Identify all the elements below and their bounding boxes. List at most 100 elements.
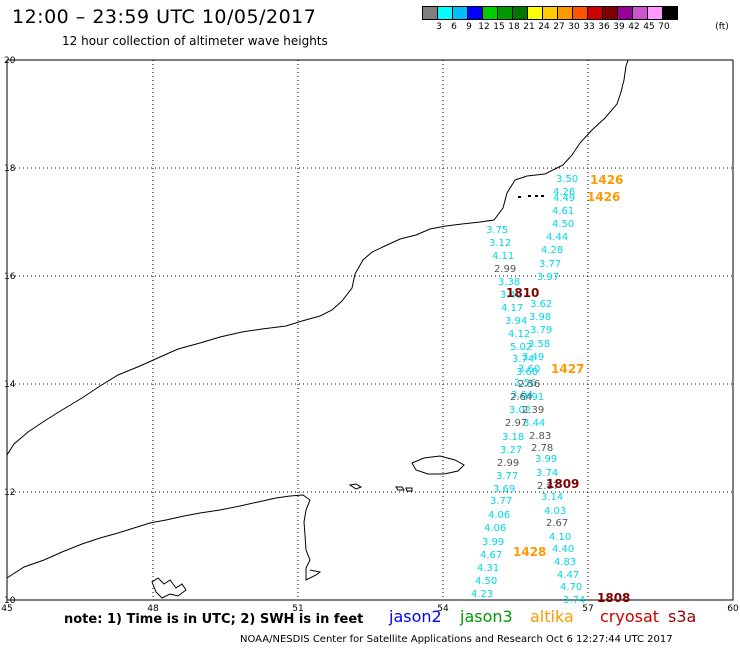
- wave-height-label: 3.60: [518, 364, 540, 375]
- wave-height-label: 5.02: [510, 342, 532, 353]
- wave-height-label: 2.67: [546, 518, 568, 529]
- graticule: [7, 60, 733, 600]
- wave-height-label: 4.50: [552, 219, 574, 230]
- wave-height-label: 3.50: [556, 174, 578, 185]
- wave-height-label: 3.74: [536, 468, 558, 479]
- wave-height-label: 3.44: [523, 418, 545, 429]
- wave-height-label: 3.27: [500, 445, 522, 456]
- wave-height-label: 3.75: [486, 225, 508, 236]
- wave-height-label: 4.44: [546, 232, 568, 243]
- island-2: [395, 486, 405, 491]
- wave-height-label: 4.83: [554, 557, 576, 568]
- legend-label: 36: [598, 22, 610, 32]
- wave-height-label: 2.99: [494, 264, 516, 275]
- wave-height-label: 3.79: [530, 325, 552, 336]
- legend-label: 24: [538, 22, 550, 32]
- wave-height-label: 2.39: [522, 405, 544, 416]
- wave-height-label: 4.50: [475, 576, 497, 587]
- wave-height-label: 3.18: [502, 432, 524, 443]
- wave-height-label: 3.77: [490, 496, 512, 507]
- wave-height-label: 4.10: [549, 532, 571, 543]
- wave-height-label: 4.67: [480, 550, 502, 561]
- y-tick-label: 14: [4, 380, 16, 390]
- legend-label: 9: [466, 22, 472, 32]
- wave-height-label: 2.78: [531, 443, 553, 454]
- wave-height-label: 4.17: [501, 303, 523, 314]
- legend-label: 6: [451, 22, 457, 32]
- wave-height-label: 4.70: [560, 582, 582, 593]
- legend-label: 15: [493, 22, 505, 32]
- wave-height-label: 2.97: [505, 418, 527, 429]
- wave-height-label: 3.12: [489, 238, 511, 249]
- island-1: [348, 483, 363, 490]
- pass-time-label: 1808: [597, 591, 630, 605]
- pass-time-label: 1426: [587, 190, 620, 204]
- satellite-label-jason2: jason2: [389, 607, 442, 626]
- wave-height-label: 2.56: [518, 379, 540, 390]
- wave-height-label: 4.03: [544, 506, 566, 517]
- wave-height-label: 3.74: [563, 595, 585, 606]
- wave-height-label: 3.94: [505, 316, 527, 327]
- pass-time-label: 1810: [506, 286, 539, 300]
- wave-height-label: 4.06: [488, 510, 510, 521]
- legend-label: 21: [523, 22, 535, 32]
- wave-height-label: 3.69: [493, 484, 515, 495]
- wave-height-label: 4.26: [553, 187, 575, 198]
- coastline-somalia: [6, 494, 322, 581]
- pass-time-label: 1427: [551, 362, 584, 376]
- legend-label: 18: [508, 22, 520, 32]
- satellite-label-s3a: s3a: [668, 607, 697, 626]
- small-islets: [518, 195, 544, 198]
- x-tick-label: 57: [582, 604, 593, 614]
- island-3: [405, 487, 413, 492]
- wave-height-label: 3.60: [516, 367, 538, 378]
- wave-height-label: 4.12: [508, 329, 530, 340]
- legend-label: 3: [436, 22, 442, 32]
- wave-height-label: 3.02: [509, 405, 531, 416]
- x-tick-label: 45: [1, 604, 12, 614]
- y-tick-label: 16: [4, 272, 16, 282]
- satellite-label-jason3: jason3: [460, 607, 513, 626]
- legend-label: 27: [553, 22, 565, 32]
- y-tick-label: 20: [4, 56, 16, 66]
- wave-height-label: 2.99: [497, 458, 519, 469]
- legend-label: 45: [643, 22, 655, 32]
- legend-label: 42: [628, 22, 640, 32]
- wave-height-label: 3.38: [498, 277, 520, 288]
- wave-height-label: 4.11: [492, 251, 514, 262]
- wave-height-label: 3.62: [530, 299, 552, 310]
- wave-height-label: 3.77: [496, 471, 518, 482]
- y-tick-label: 18: [4, 164, 16, 174]
- wave-height-label: 3.64: [511, 390, 533, 401]
- pass-time-label: 1426: [590, 173, 623, 187]
- wave-height-label: 2.83: [529, 431, 551, 442]
- wave-height-label: 3.14: [541, 492, 563, 503]
- footer-credit: NOAA/NESDIS Center for Satellite Applica…: [240, 634, 673, 645]
- socotra-island: [411, 455, 465, 475]
- pass-time-label: 1809: [546, 477, 579, 491]
- x-tick-label: 54: [437, 604, 449, 614]
- legend-swatch: [662, 6, 678, 20]
- y-tick-label: 10: [4, 596, 16, 606]
- wave-height-label: 3.99: [482, 537, 504, 548]
- wave-height-label: 4.28: [541, 245, 563, 256]
- x-tick-label: 60: [727, 604, 739, 614]
- wave-height-label: 2.87: [537, 481, 559, 492]
- rigid-coast-marks: [151, 577, 187, 599]
- wave-height-label: 3.46: [500, 290, 522, 301]
- wave-height-label: 4.06: [484, 523, 506, 534]
- note-text: note: 1) Time is in UTC; 2) SWH is in fe…: [64, 612, 364, 627]
- wave-height-label: 4.61: [552, 206, 574, 217]
- wave-height-label: 3.91: [522, 392, 544, 403]
- x-tick-label: 51: [292, 604, 303, 614]
- wave-height-label: 4.47: [557, 570, 579, 581]
- satellite-label-cryosat: cryosat: [600, 607, 660, 626]
- wave-height-label: 3.99: [535, 454, 557, 465]
- legend-label: 39: [613, 22, 625, 32]
- wave-height-label: 4.31: [477, 563, 499, 574]
- wave-height-label: 3.74: [512, 354, 534, 365]
- legend-label: 30: [568, 22, 580, 32]
- satellite-label-altika: altika: [530, 607, 574, 626]
- legend-unit: (ft): [715, 22, 729, 32]
